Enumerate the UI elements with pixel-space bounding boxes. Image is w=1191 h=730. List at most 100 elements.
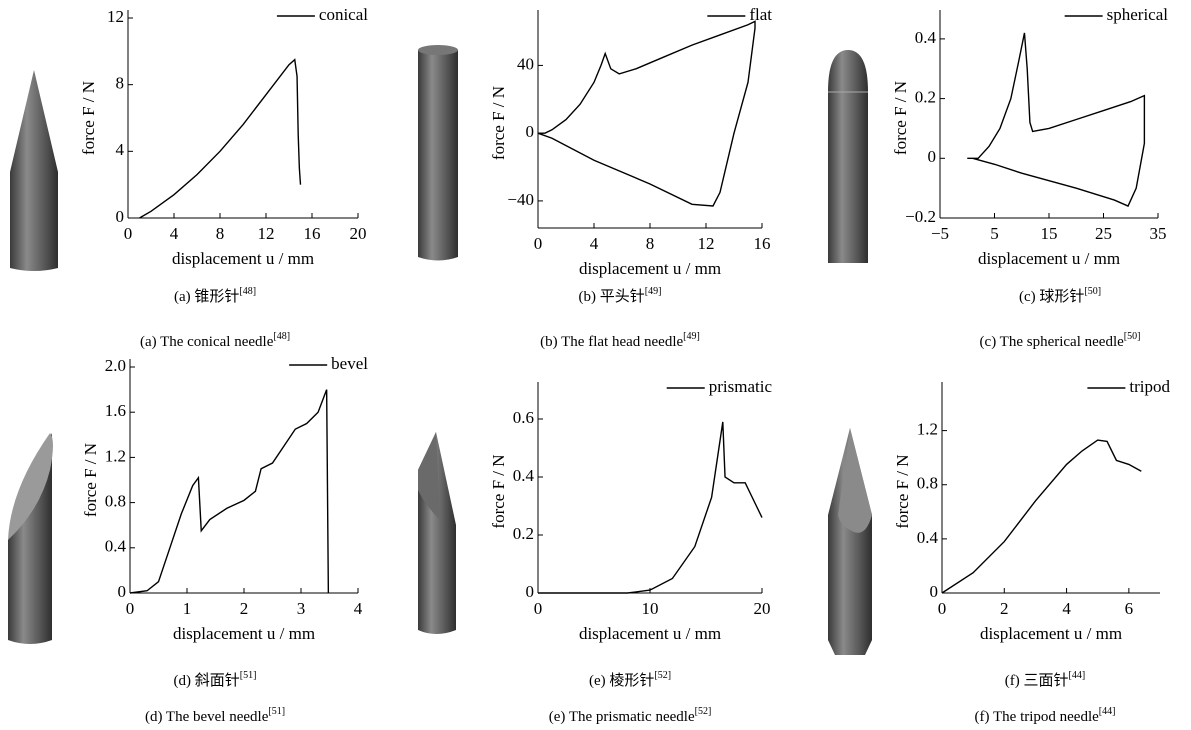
caption-text: (b) The flat head needle	[540, 334, 683, 350]
x-tick-label: 4	[354, 599, 363, 618]
chart-panel: 0 1 2 3 4 0 0.4 0.8 1.2 1.6 2.0 displacement u / mm…	[81, 354, 368, 726]
caption: (f) The tripod needle[44]	[975, 706, 1116, 725]
x-tick-label: 25	[1095, 224, 1112, 243]
flat-needle-top	[418, 45, 458, 55]
x-tick-label: 6	[1125, 599, 1134, 618]
needle-illustrations	[8, 45, 872, 655]
y-tick-label: 8	[116, 74, 125, 93]
y-tick-label: 0.4	[915, 28, 937, 47]
caption-reference: [49]	[645, 286, 662, 297]
data-line	[538, 421, 763, 594]
legend-label: flat	[749, 5, 772, 24]
y-tick-label: 0.4	[513, 466, 535, 485]
data-line	[129, 389, 330, 594]
x-axis-label: displacement u / mm	[579, 259, 721, 278]
y-tick-label: −0.2	[905, 207, 936, 226]
chart-panel: 0 2 4 6 0 0.4 0.8 1.2 displacement u / mm force F…	[893, 377, 1171, 726]
x-tick-label: 4	[1062, 599, 1071, 618]
x-tick-label: 3	[297, 599, 306, 618]
data-line	[537, 20, 756, 207]
y-axis-label: force F / N	[891, 81, 910, 155]
y-tick-label: 4	[116, 140, 125, 159]
x-tick-label: 10	[642, 599, 659, 618]
caption-reference: [49]	[683, 331, 700, 342]
y-tick-label: 40	[517, 54, 534, 73]
x-axis-label: displacement u / mm	[980, 624, 1122, 643]
caption: (e) The prismatic needle[52]	[549, 706, 712, 725]
x-tick-label: 5	[990, 224, 999, 243]
caption-text: (f) 三面针	[1005, 672, 1069, 689]
caption-reference: [44]	[1069, 670, 1086, 681]
caption-reference: [51]	[240, 670, 257, 681]
caption-reference: [50]	[1124, 331, 1141, 342]
caption: (b) The flat head needle[49]	[540, 331, 700, 350]
caption: (c) 球形针[50]	[1019, 286, 1101, 305]
flat-needle	[418, 46, 458, 261]
x-tick-label: 35	[1150, 224, 1167, 243]
caption-text: (b) 平头针	[579, 288, 645, 305]
caption: (b) 平头针[49]	[579, 286, 662, 305]
y-tick-label: −40	[507, 190, 534, 209]
y-tick-label: 0.8	[917, 474, 938, 493]
caption-reference: [48]	[239, 286, 256, 297]
x-tick-label: 16	[754, 234, 771, 253]
x-axis-label: displacement u / mm	[172, 249, 314, 268]
caption: (d) 斜面针[51]	[174, 670, 257, 689]
x-tick-label: 2	[1000, 599, 1009, 618]
caption: (f) 三面针[44]	[1005, 670, 1085, 689]
caption-text: (d) 斜面针	[174, 672, 240, 689]
y-axis-label: force F / N	[81, 443, 100, 517]
caption: (a) The conical needle[48]	[140, 331, 290, 350]
y-tick-label: 0	[526, 122, 535, 141]
data-line	[941, 439, 1142, 594]
x-tick-label: 0	[124, 224, 133, 243]
caption-text: (e) The prismatic needle	[549, 709, 695, 725]
x-tick-label: 0	[126, 599, 135, 618]
caption-text: (c) 球形针	[1019, 288, 1084, 305]
y-axis-label: force F / N	[489, 454, 508, 528]
legend-label: tripod	[1129, 377, 1170, 396]
y-tick-label: 0	[116, 207, 125, 226]
data-line	[139, 58, 302, 219]
caption: (e) 棱形针[52]	[589, 670, 671, 689]
x-tick-label: 20	[350, 224, 367, 243]
caption: (a) 锥形针[48]	[174, 286, 256, 305]
prismatic-needle-face	[418, 432, 440, 520]
x-tick-label: 0	[534, 599, 543, 618]
caption-reference: [52]	[695, 706, 712, 717]
x-tick-label: 8	[216, 224, 225, 243]
caption-text: (a) The conical needle	[140, 334, 274, 350]
chart-panel: 0 10 20 0 0.2 0.4 0.6 displacement u / mm force …	[489, 377, 773, 726]
caption-text: (a) 锥形针	[174, 288, 239, 305]
legend-label: prismatic	[709, 377, 773, 396]
y-axis-label: force F / N	[79, 81, 98, 155]
legend-label: bevel	[331, 354, 368, 373]
x-tick-label: 16	[304, 224, 321, 243]
bevel-needle-face	[8, 433, 53, 540]
chart-panel: 0 4 8 12 16 20 0 4 8 12 displacement u / mm force F…	[79, 5, 368, 351]
caption: (d) The bevel needle[51]	[145, 706, 285, 725]
caption-reference: [48]	[273, 331, 290, 342]
conical-needle-tip	[10, 70, 58, 172]
caption-reference: [51]	[268, 706, 285, 717]
legend-label: conical	[319, 5, 368, 24]
x-tick-label: 0	[938, 599, 947, 618]
y-tick-label: 0.2	[513, 524, 534, 543]
x-axis-label: displacement u / mm	[173, 624, 315, 643]
y-tick-label: 0	[118, 582, 127, 601]
x-tick-label: 8	[646, 234, 655, 253]
caption-text: (e) 棱形针	[589, 672, 654, 689]
caption-reference: [44]	[1099, 706, 1116, 717]
chart-panel: 0 4 8 12 16 −40 0 40 displacement u / mm force F …	[489, 5, 772, 351]
y-tick-label: 12	[107, 7, 124, 26]
x-tick-label: 1	[183, 599, 192, 618]
y-tick-label: 0.4	[105, 537, 127, 556]
x-axis-label: displacement u / mm	[579, 624, 721, 643]
y-tick-label: 0	[526, 582, 535, 601]
x-tick-label: 2	[240, 599, 249, 618]
x-axis-label: displacement u / mm	[978, 249, 1120, 268]
caption-text: (f) The tripod needle	[975, 709, 1100, 725]
conical-needle-body	[10, 172, 58, 271]
data-line	[967, 32, 1146, 207]
